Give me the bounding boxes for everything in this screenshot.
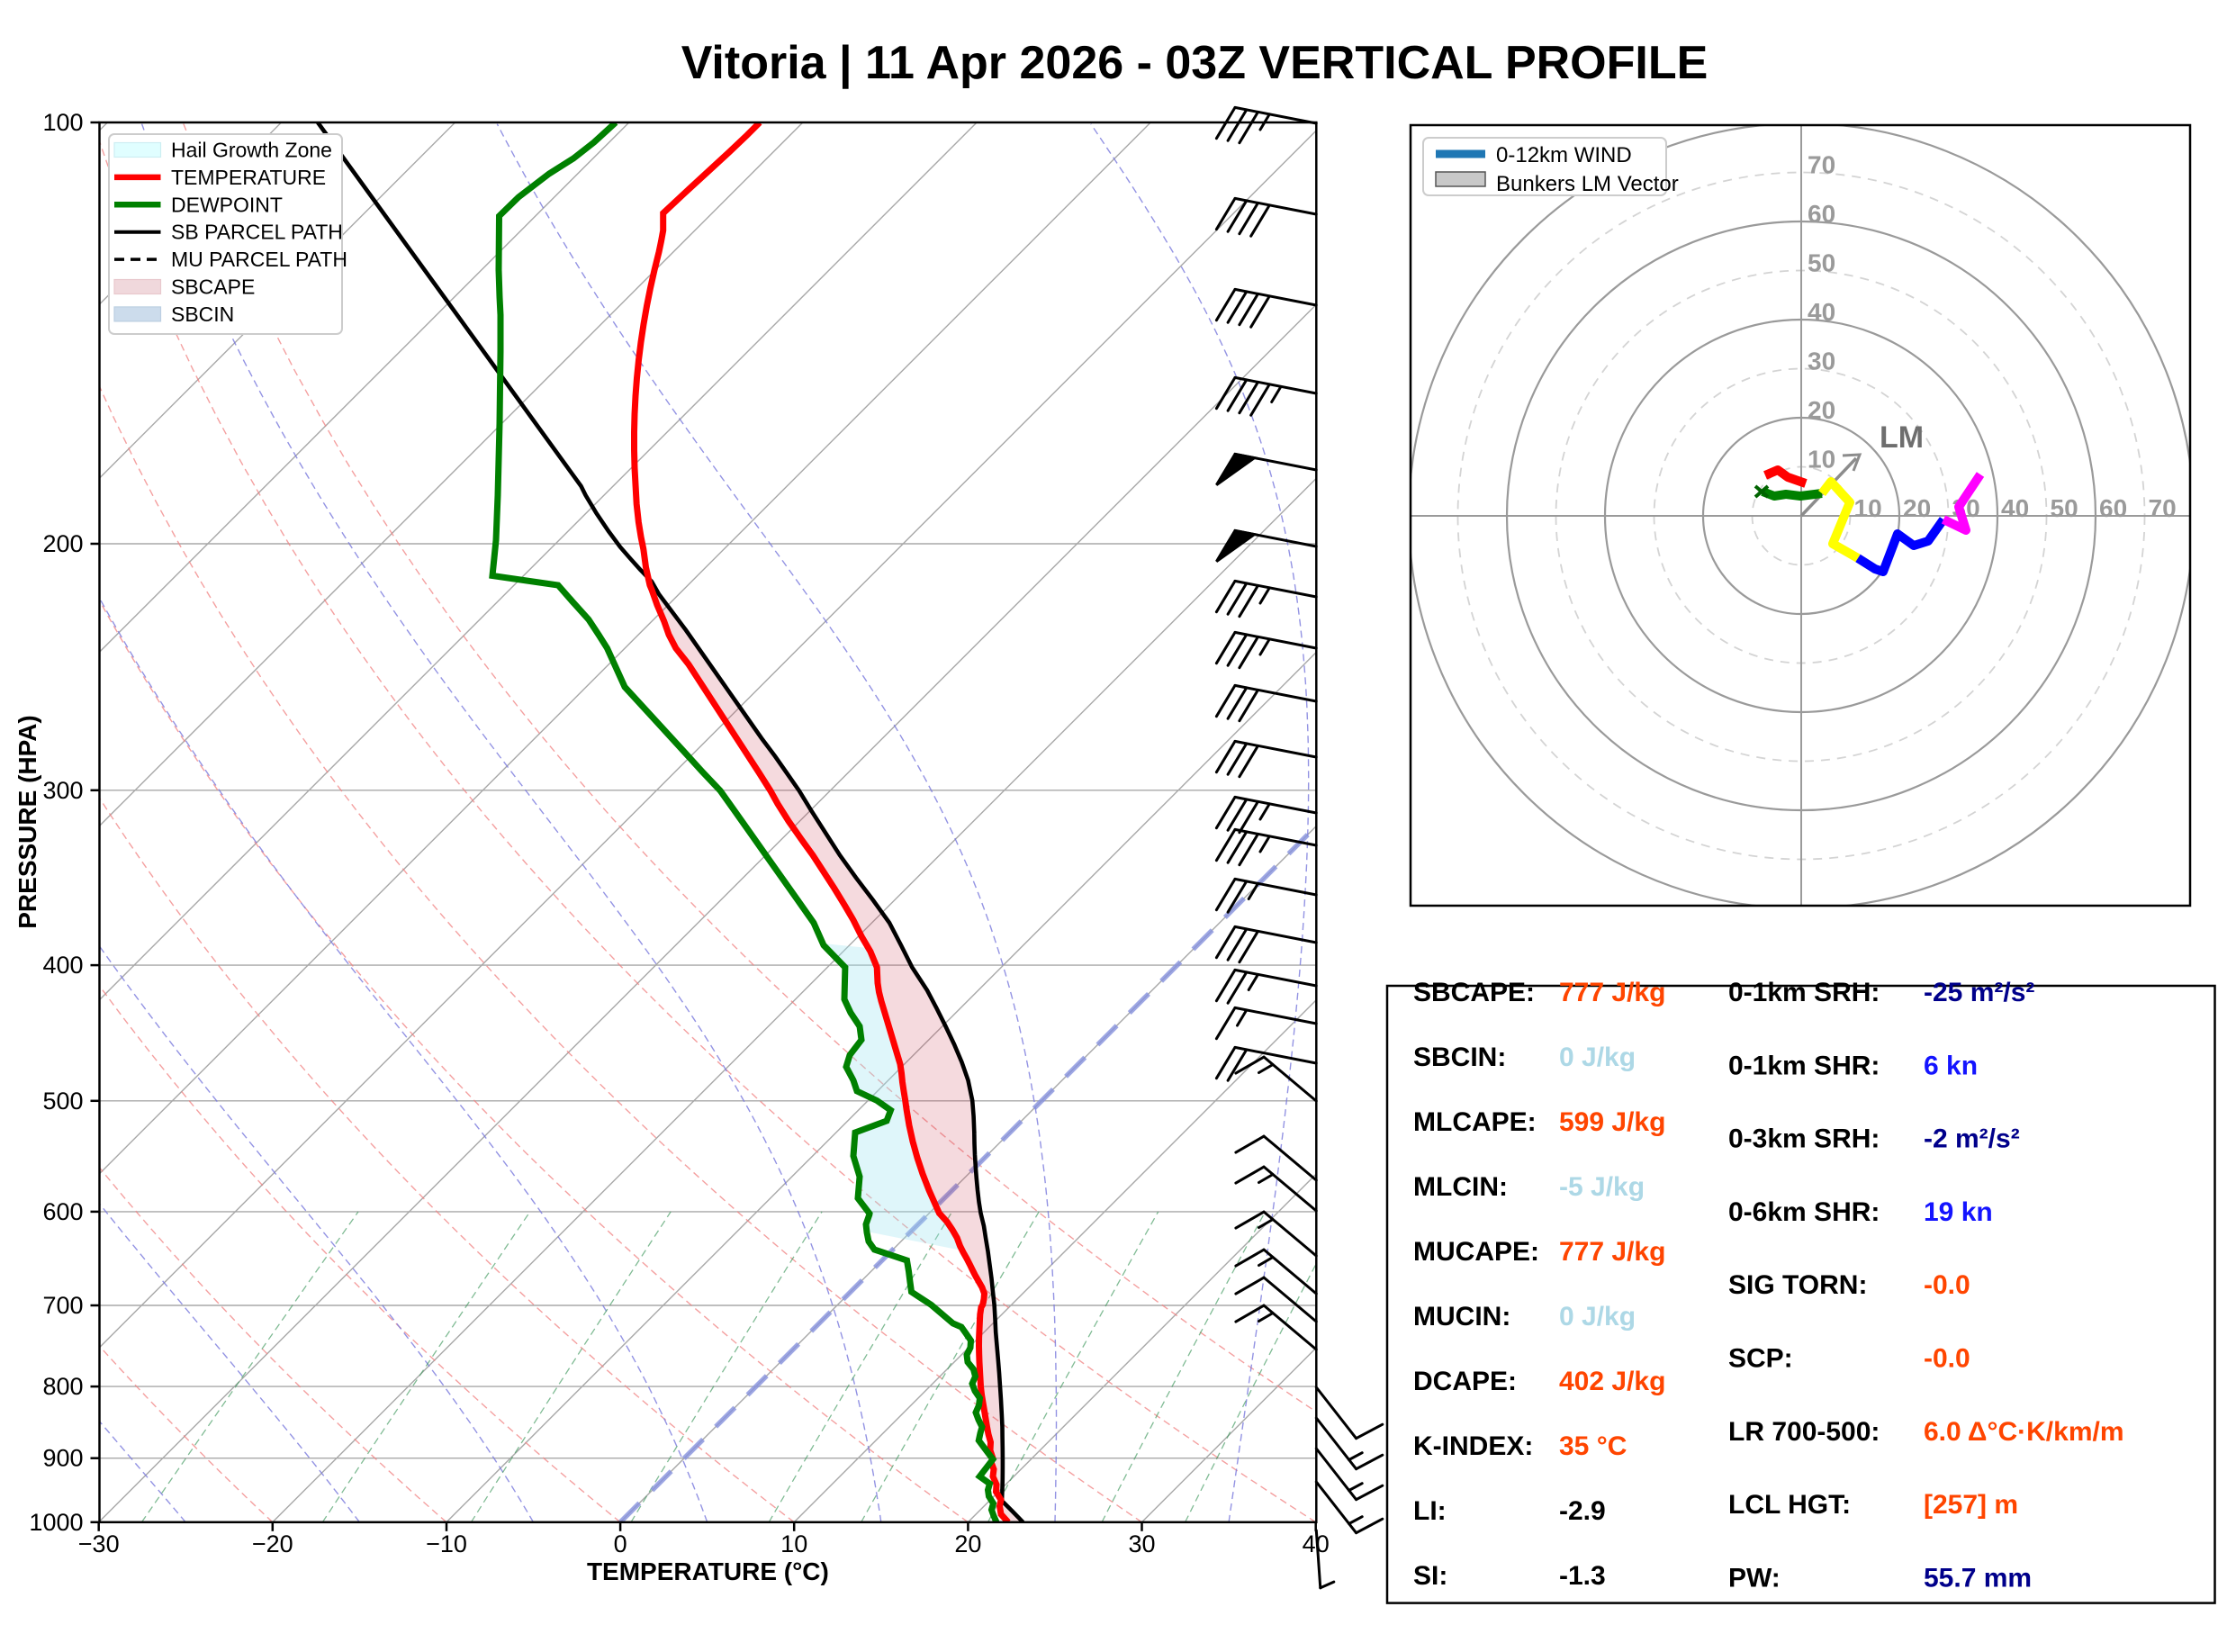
svg-text:PW:: PW:	[1728, 1563, 1781, 1593]
svg-text:-2 m²/s²: -2 m²/s²	[1924, 1124, 2020, 1154]
svg-text:30: 30	[1128, 1530, 1155, 1557]
svg-text:500: 500	[42, 1088, 83, 1115]
svg-text:K-INDEX:: K-INDEX:	[1413, 1431, 1533, 1461]
svg-text:[257] m: [257] m	[1924, 1490, 2018, 1520]
svg-text:0 J/kg: 0 J/kg	[1559, 1302, 1636, 1332]
svg-text:Bunkers LM Vector: Bunkers LM Vector	[1496, 172, 1679, 196]
svg-text:MUCAPE:: MUCAPE:	[1413, 1237, 1539, 1267]
svg-text:600: 600	[42, 1198, 83, 1225]
svg-text:402 J/kg: 402 J/kg	[1559, 1367, 1665, 1396]
svg-text:-0.0: -0.0	[1924, 1270, 1970, 1300]
svg-text:-0.0: -0.0	[1924, 1344, 1970, 1374]
svg-text:6 kn: 6 kn	[1924, 1051, 1978, 1080]
svg-text:0-1km SHR:: 0-1km SHR:	[1728, 1051, 1880, 1080]
svg-text:40: 40	[1808, 298, 1835, 326]
svg-text:−20: −20	[252, 1530, 293, 1557]
svg-text:TEMPERATURE: TEMPERATURE	[171, 166, 326, 189]
svg-text:DCAPE:: DCAPE:	[1413, 1367, 1517, 1396]
svg-text:SBCAPE:: SBCAPE:	[1413, 978, 1535, 1007]
svg-text:50: 50	[1808, 249, 1835, 277]
svg-text:1000: 1000	[29, 1509, 83, 1536]
svg-text:LR 700-500:: LR 700-500:	[1728, 1417, 1880, 1447]
svg-text:Hail Growth Zone: Hail Growth Zone	[171, 139, 332, 162]
svg-text:55.7 mm: 55.7 mm	[1924, 1563, 2032, 1593]
svg-text:0-12km WIND: 0-12km WIND	[1496, 143, 1632, 167]
svg-text:900: 900	[42, 1445, 83, 1472]
svg-text:MLCAPE:: MLCAPE:	[1413, 1107, 1537, 1137]
svg-text:777 J/kg: 777 J/kg	[1559, 978, 1665, 1007]
svg-text:-25 m²/s²: -25 m²/s²	[1924, 978, 2034, 1007]
svg-text:TEMPERATURE (°C): TEMPERATURE (°C)	[587, 1557, 829, 1585]
svg-text:LCL HGT:: LCL HGT:	[1728, 1490, 1851, 1520]
svg-text:-1.3: -1.3	[1559, 1561, 1606, 1591]
svg-text:70: 70	[1808, 151, 1835, 179]
svg-text:30: 30	[1808, 348, 1835, 375]
svg-text:SI:: SI:	[1413, 1561, 1447, 1591]
svg-text:SCP:: SCP:	[1728, 1344, 1793, 1374]
svg-text:SBCAPE: SBCAPE	[171, 275, 255, 299]
svg-text:10: 10	[780, 1530, 807, 1557]
svg-text:-2.9: -2.9	[1559, 1496, 1606, 1526]
svg-text:60: 60	[1808, 200, 1835, 228]
svg-text:400: 400	[42, 952, 83, 979]
svg-text:20: 20	[1903, 494, 1931, 522]
svg-text:SBCIN:: SBCIN:	[1413, 1043, 1506, 1072]
svg-text:0-3km SRH:: 0-3km SRH:	[1728, 1124, 1880, 1154]
svg-text:10: 10	[1854, 494, 1882, 522]
svg-text:DEWPOINT: DEWPOINT	[171, 193, 283, 216]
svg-text:MUCIN:: MUCIN:	[1413, 1302, 1510, 1332]
svg-text:70: 70	[2149, 494, 2177, 522]
svg-text:−10: −10	[426, 1530, 467, 1557]
svg-text:0-1km SRH:: 0-1km SRH:	[1728, 978, 1880, 1007]
svg-text:300: 300	[42, 777, 83, 804]
svg-text:800: 800	[42, 1373, 83, 1400]
svg-text:Vitoria | 11 Apr 2026 - 03Z VE: Vitoria | 11 Apr 2026 - 03Z VERTICAL PRO…	[681, 37, 1709, 89]
svg-text:599 J/kg: 599 J/kg	[1559, 1107, 1665, 1137]
svg-text:LM: LM	[1880, 420, 1924, 455]
svg-text:0 J/kg: 0 J/kg	[1559, 1043, 1636, 1072]
svg-text:0-6km SHR:: 0-6km SHR:	[1728, 1197, 1880, 1227]
svg-text:−30: −30	[78, 1530, 120, 1557]
svg-text:PRESSURE (HPA): PRESSURE (HPA)	[14, 715, 41, 929]
svg-text:200: 200	[42, 530, 83, 557]
svg-text:60: 60	[2099, 494, 2127, 522]
svg-text:-5 J/kg: -5 J/kg	[1559, 1172, 1645, 1202]
svg-text:SB PARCEL PATH: SB PARCEL PATH	[171, 221, 343, 244]
svg-text:20: 20	[954, 1530, 981, 1557]
svg-text:50: 50	[2051, 494, 2078, 522]
svg-text:35 °C: 35 °C	[1559, 1431, 1627, 1461]
svg-text:700: 700	[42, 1292, 83, 1319]
svg-text:19 kn: 19 kn	[1924, 1197, 1993, 1227]
svg-text:40: 40	[2001, 494, 2029, 522]
svg-text:MU PARCEL PATH: MU PARCEL PATH	[171, 248, 347, 271]
svg-text:10: 10	[1808, 446, 1835, 474]
svg-text:SIG TORN:: SIG TORN:	[1728, 1270, 1867, 1300]
svg-text:6.0 Δ°C·K/km/m: 6.0 Δ°C·K/km/m	[1924, 1417, 2124, 1447]
svg-text:0: 0	[614, 1530, 627, 1557]
svg-text:100: 100	[42, 109, 83, 136]
svg-text:20: 20	[1808, 396, 1835, 424]
svg-text:LI:: LI:	[1413, 1496, 1447, 1526]
svg-text:SBCIN: SBCIN	[171, 302, 234, 326]
svg-text:777 J/kg: 777 J/kg	[1559, 1237, 1665, 1267]
svg-text:MLCIN:: MLCIN:	[1413, 1172, 1508, 1202]
